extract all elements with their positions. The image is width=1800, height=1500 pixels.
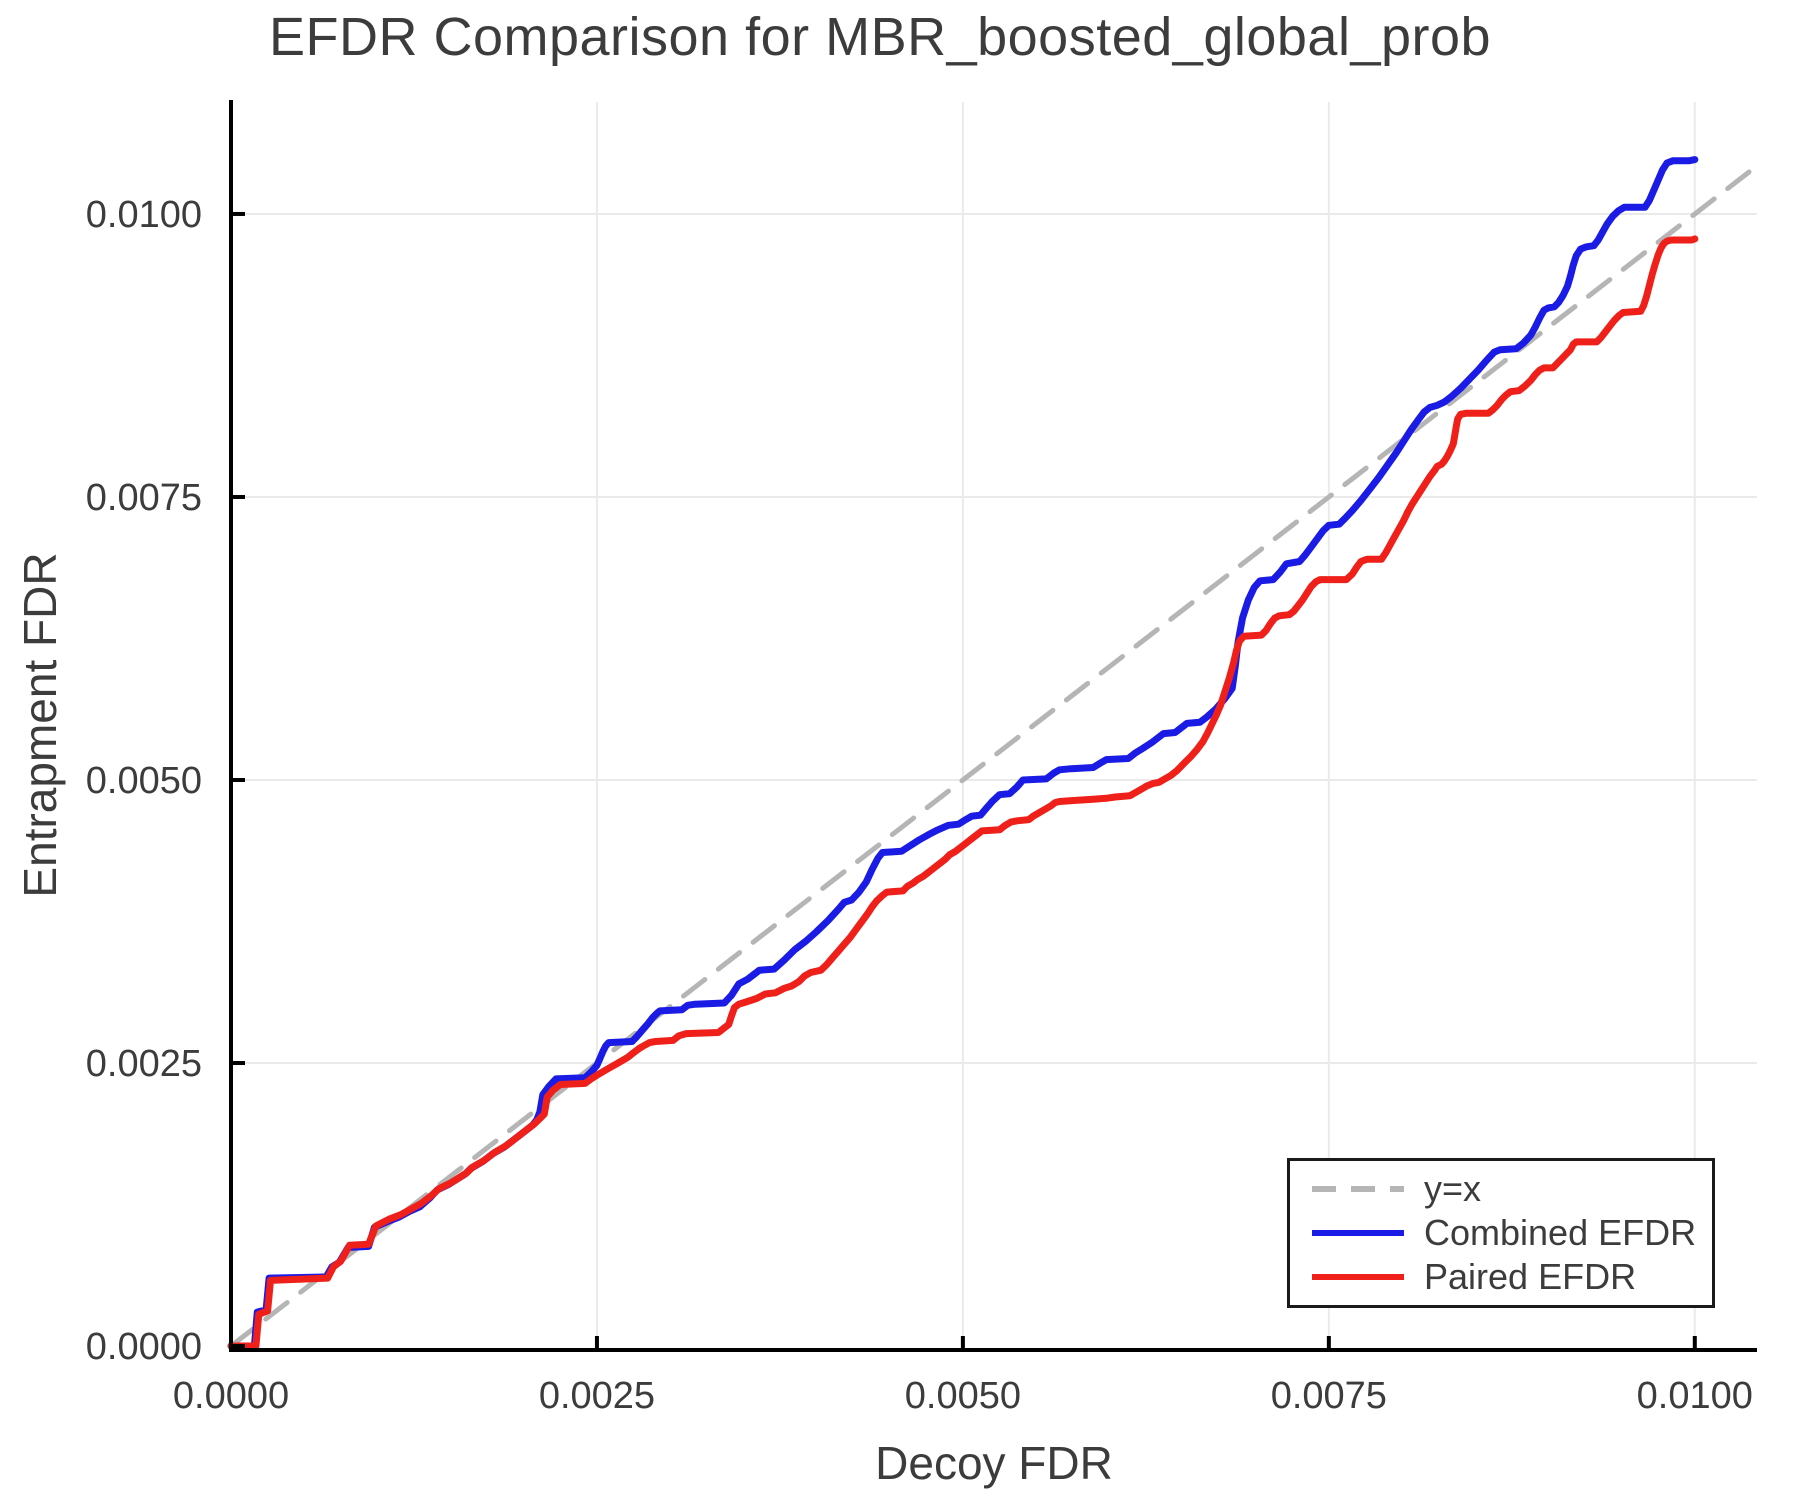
x-tick-label: 0.0050	[905, 1375, 1021, 1417]
dashed-line-swatch	[1310, 1184, 1406, 1194]
y-tick-label: 0.0075	[86, 477, 202, 519]
y-tick-label: 0.0000	[86, 1326, 202, 1368]
y-tick-label: 0.0050	[86, 760, 202, 802]
y-axis-label: Entrapment FDR	[14, 552, 66, 898]
identity-line	[228, 163, 1759, 1349]
y-tick-label: 0.0100	[86, 194, 202, 236]
x-axis-label: Decoy FDR	[875, 1437, 1113, 1489]
legend-row-yx: y=x	[1310, 1168, 1712, 1210]
legend-label-paired-efdr: Paired EFDR	[1424, 1256, 1637, 1297]
x-tick-label: 0.0025	[539, 1375, 655, 1417]
paired-efdr-curve	[227, 235, 1699, 1350]
legend: y=x Combined EFDR Paired EFDR	[1287, 1158, 1715, 1308]
legend-row-paired-efdr: Paired EFDR	[1310, 1256, 1712, 1298]
x-tick-label: 0.0075	[1271, 1375, 1387, 1417]
red-line-swatch	[1310, 1272, 1406, 1282]
x-tick-label: 0.0100	[1637, 1375, 1753, 1417]
legend-row-combined-efdr: Combined EFDR	[1310, 1212, 1712, 1254]
x-tick-label: 0.0000	[173, 1375, 289, 1417]
combined-efdr-curve	[227, 156, 1699, 1350]
y-tick-label: 0.0025	[86, 1043, 202, 1085]
legend-label-yx: y=x	[1424, 1168, 1482, 1209]
blue-line-swatch	[1310, 1228, 1406, 1238]
chart-title: EFDR Comparison for MBR_boosted_global_p…	[268, 7, 1492, 67]
legend-label-combined-efdr: Combined EFDR	[1424, 1212, 1697, 1253]
